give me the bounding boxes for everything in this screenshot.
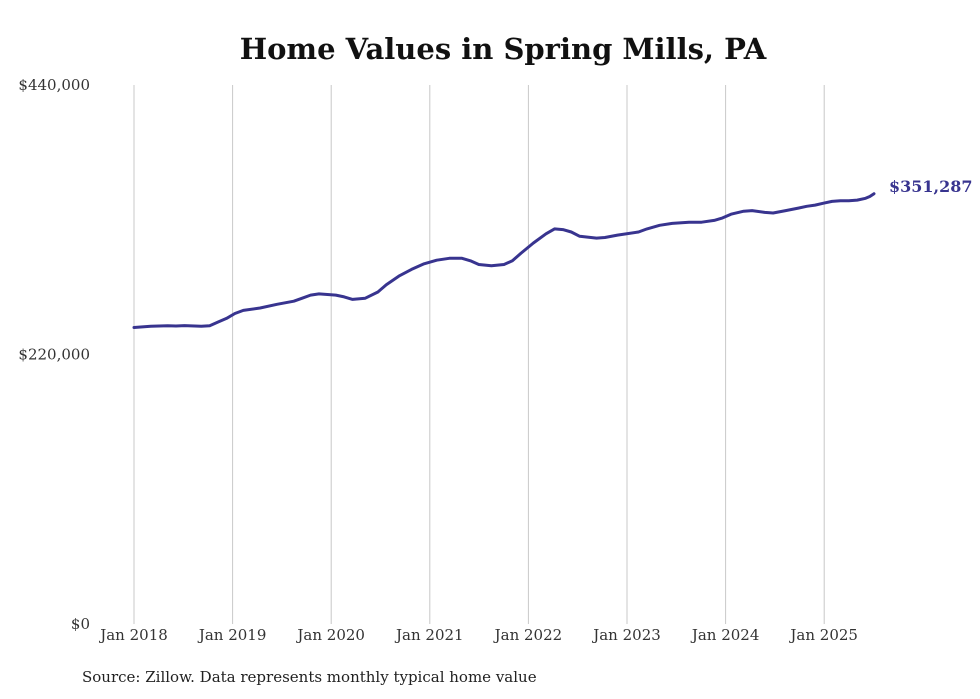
- x-tick-label: Jan 2022: [493, 626, 563, 644]
- end-value-label: $351,287: [889, 177, 973, 196]
- y-axis-ticks: $0 $220,000 $440,000: [18, 76, 90, 633]
- x-tick-label: Jan 2025: [788, 626, 858, 644]
- x-tick-label: Jan 2023: [591, 626, 661, 644]
- x-tick-label: Jan 2024: [690, 626, 760, 644]
- x-axis-ticks: Jan 2018 Jan 2019 Jan 2020 Jan 2021 Jan 2022…: [98, 626, 858, 644]
- x-tick-label: Jan 2019: [197, 626, 267, 644]
- y-tick-label: $0: [71, 615, 90, 633]
- y-tick-label: $440,000: [18, 76, 90, 94]
- source-note: Source: Zillow. Data represents monthly …: [82, 668, 537, 686]
- chart-title: Home Values in Spring Mills, PA: [240, 32, 767, 66]
- x-tick-label: Jan 2018: [98, 626, 168, 644]
- x-tick-label: Jan 2021: [394, 626, 464, 644]
- series-line: [132, 192, 876, 329]
- x-tick-label: Jan 2020: [295, 626, 365, 644]
- gridlines: [133, 85, 825, 624]
- y-tick-label: $220,000: [18, 346, 90, 364]
